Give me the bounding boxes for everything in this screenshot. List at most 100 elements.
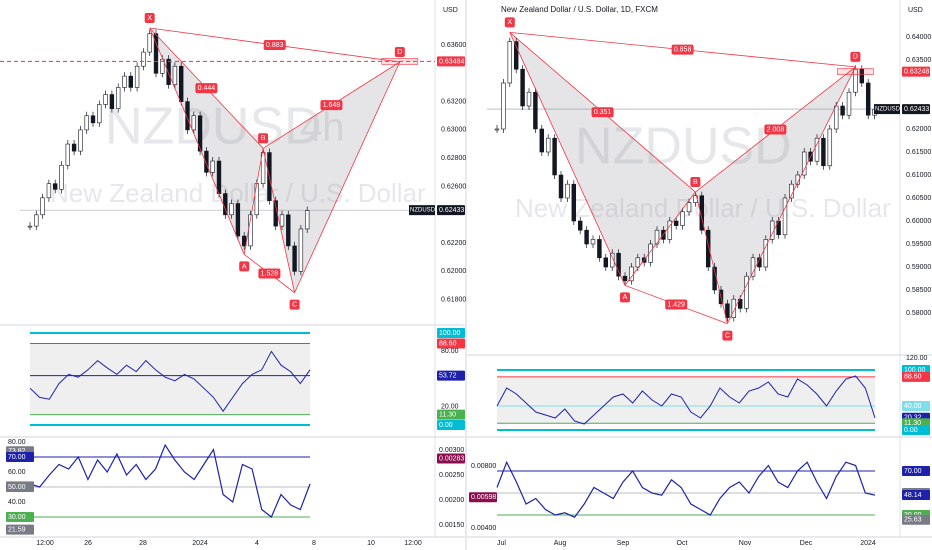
pattern-point-bg — [504, 17, 515, 28]
price-tag-bg — [437, 56, 465, 67]
ratio-label: 1.528 — [261, 270, 279, 277]
symbol-tag-bg — [409, 205, 435, 216]
rsi-tick-tag: 11.30 — [439, 411, 456, 418]
candle — [801, 151, 807, 176]
pattern-point-bg — [144, 13, 155, 24]
osc-tick-label: 0.00250 — [439, 472, 464, 479]
candle — [737, 298, 743, 309]
candle — [763, 239, 769, 268]
pattern-point-label: D — [853, 54, 858, 61]
pattern-point-bg — [620, 292, 630, 303]
pattern-point-label: C — [292, 301, 297, 308]
candle — [680, 211, 685, 226]
candle — [197, 115, 203, 152]
ratio-bg — [665, 299, 688, 310]
candle — [840, 105, 845, 116]
watermark-symbol: NZDUSD — [575, 118, 792, 176]
price-tick-label: 0.62800 — [441, 155, 466, 162]
osc-tick-label: 60.00 — [8, 469, 26, 476]
candle — [292, 245, 297, 272]
rsi-band — [497, 376, 875, 424]
time-label: Dec — [800, 540, 813, 547]
ratio-label: 2.008 — [767, 126, 785, 133]
time-label: Aug — [554, 540, 567, 547]
ratio-bg — [263, 40, 286, 50]
candle — [185, 101, 190, 131]
candle — [507, 41, 513, 84]
osc-tick-tag-bg — [6, 512, 34, 522]
price-tick-label: 0.61800 — [441, 297, 466, 304]
candle — [648, 243, 653, 263]
symbol-tag-bg — [874, 104, 900, 115]
candle — [513, 41, 519, 70]
pattern-point-label: A — [623, 294, 628, 301]
rsi-tick-tag: 88.60 — [439, 340, 457, 347]
candle — [584, 229, 589, 245]
rsi-line — [29, 350, 311, 413]
candle — [571, 183, 577, 222]
rsi-tick-label: 80.00 — [441, 348, 459, 355]
ratio-label: 0.444 — [198, 85, 216, 92]
candle — [865, 82, 871, 116]
candle — [166, 58, 171, 85]
candle — [260, 152, 266, 184]
candle — [59, 164, 64, 190]
candle — [795, 174, 801, 185]
ratio-bg — [764, 124, 787, 135]
ratio-label: 0.858 — [674, 46, 692, 53]
candle — [128, 75, 133, 88]
pattern-point-label: D — [397, 49, 402, 56]
osc-tick-tag: 30.00 — [8, 514, 26, 521]
price-tag-bg — [902, 66, 930, 77]
candle — [242, 235, 247, 247]
candle — [204, 150, 209, 173]
candle — [229, 203, 234, 216]
candle — [71, 143, 77, 152]
candle — [84, 115, 89, 131]
candle — [46, 183, 52, 199]
osc-tick-tag-bg — [6, 452, 34, 462]
ratio-label: 1.429 — [667, 301, 685, 308]
time-label: 12:00 — [404, 540, 422, 547]
osc-tick-tag: 50.00 — [8, 484, 26, 491]
candle — [673, 220, 679, 226]
pattern-point-label: X — [147, 15, 152, 22]
osc-tick-tag: 73.82 — [8, 448, 26, 455]
pattern-point-label: B — [261, 135, 266, 142]
pattern-leg — [243, 148, 264, 255]
osc-tick-tag: 0.00283 — [439, 455, 464, 462]
rsi-tick-tag-bg — [437, 338, 465, 349]
pattern-fill — [509, 32, 696, 286]
candle — [103, 94, 108, 105]
price-tick-label: 0.59000 — [906, 264, 931, 271]
osc-line — [29, 443, 311, 518]
rsi-tick-tag: 0.00 — [439, 422, 453, 429]
rsi-tick-tag: 53.72 — [439, 372, 457, 379]
candle — [305, 210, 310, 230]
rsi-tick-tag: 11.30 — [904, 420, 921, 427]
osc-line — [496, 460, 876, 518]
osc-tick-label: 0.00200 — [439, 497, 464, 504]
candle — [539, 128, 545, 153]
candle — [34, 214, 39, 227]
osc-tick-tag-bg — [902, 466, 930, 476]
pattern-leg — [624, 191, 696, 286]
price-tick-label: 0.63500 — [906, 57, 931, 64]
osc-tick-tag: 25.63 — [904, 517, 922, 524]
target-zone — [837, 68, 874, 75]
candle — [40, 197, 45, 216]
candle — [526, 91, 532, 107]
chart-title: New Zealand Dollar / U.S. Dollar, 1D, FX… — [501, 5, 658, 14]
candle — [153, 33, 159, 74]
candle — [597, 239, 602, 259]
price-tick-label: 0.62600 — [441, 183, 466, 190]
rsi-tick-tag: 100.00 — [904, 367, 926, 374]
rsi-tick-tag-bg — [902, 401, 930, 411]
pattern-point-label: X — [507, 19, 512, 26]
candle — [782, 197, 788, 236]
osc-tick-label: 40.00 — [8, 499, 26, 506]
candle — [191, 115, 196, 131]
candle — [134, 65, 140, 88]
candle — [65, 143, 70, 166]
